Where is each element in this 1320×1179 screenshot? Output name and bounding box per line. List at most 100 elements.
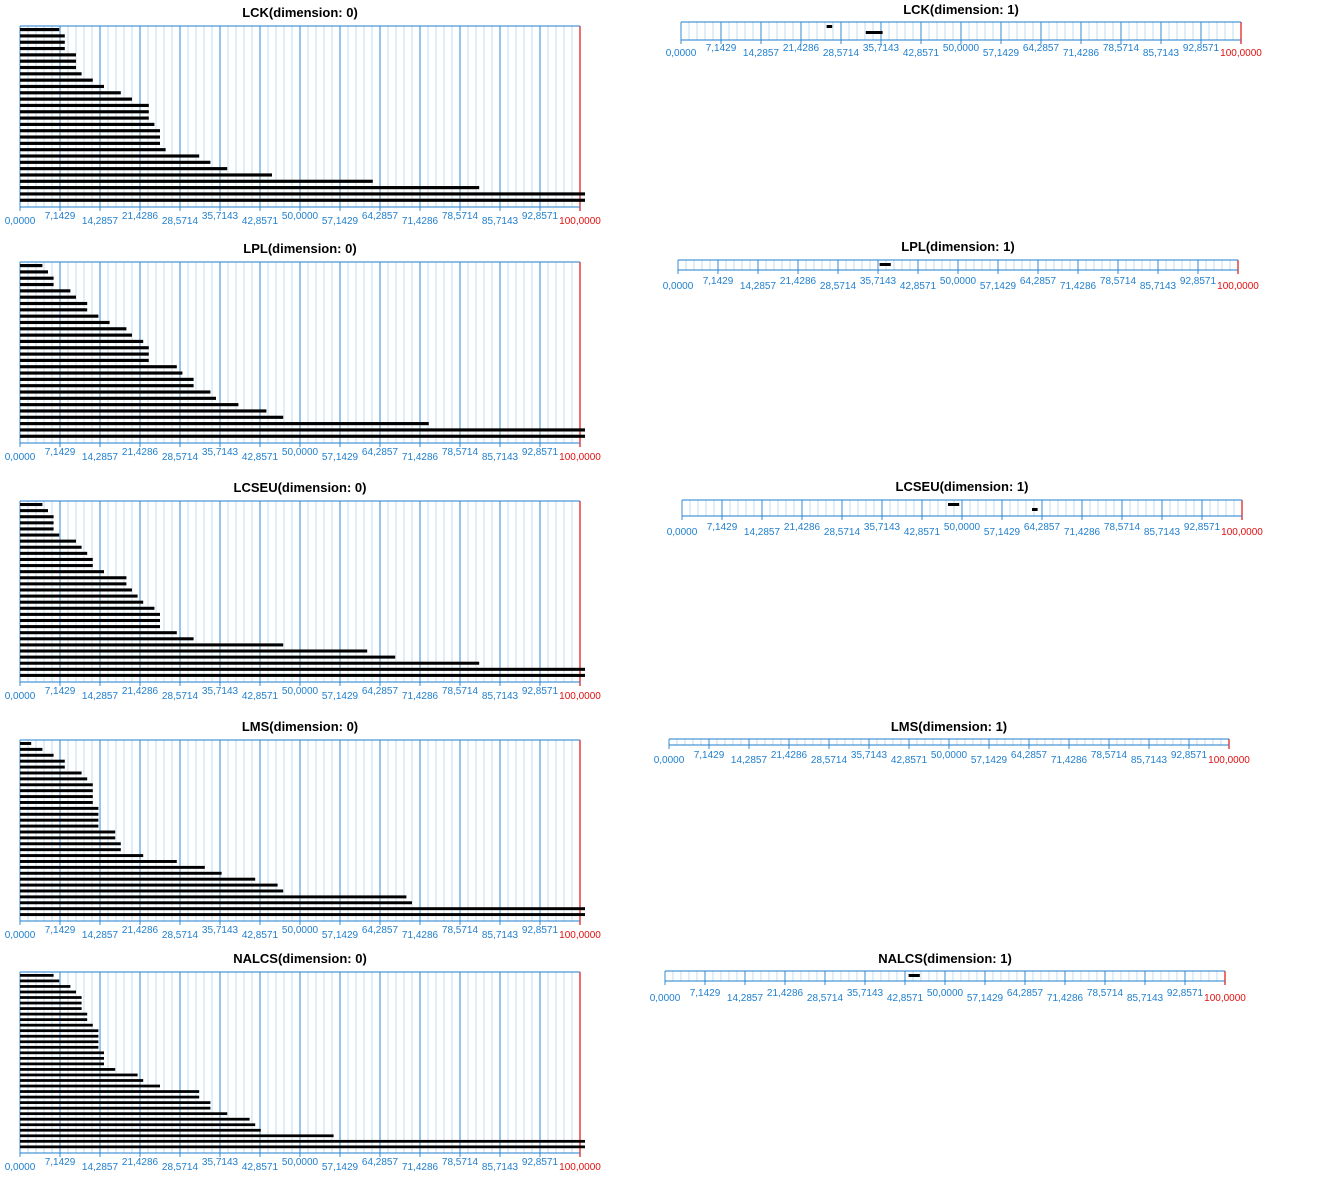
chart-4-tick-label: 78,5714	[442, 686, 479, 697]
chart-1-tick-label: 92,8571	[1183, 43, 1220, 54]
bar	[20, 264, 43, 268]
chart-1-tick-label: 85,7143	[1143, 48, 1180, 59]
bar	[20, 996, 82, 999]
chart-4-tick-label: 85,7143	[482, 691, 519, 702]
chart-6-tick-label: 7,1429	[45, 925, 76, 936]
chart-3-tick-label: 71,4286	[1060, 281, 1097, 292]
chart-5-tick-label: 42,8571	[904, 527, 941, 538]
bar	[20, 409, 267, 413]
chart-2-tick-label: 0,0000	[5, 452, 36, 463]
bar	[20, 789, 93, 793]
bar	[20, 594, 138, 598]
chart-3-tick-label: 85,7143	[1140, 281, 1177, 292]
interval-bar	[879, 263, 891, 266]
bar	[20, 527, 54, 531]
chart-7-tick-label: 7,1429	[694, 750, 725, 761]
bar	[20, 428, 585, 432]
bar	[20, 783, 93, 787]
chart-title: LPL(dimension: 0)	[243, 241, 356, 256]
chart-5-tick-label: 35,7143	[864, 522, 901, 533]
bar	[20, 1112, 228, 1116]
bar	[20, 91, 121, 95]
chart-4-tick-label: 64,2857	[362, 686, 399, 697]
bar	[20, 301, 88, 306]
bar	[20, 1139, 585, 1143]
bar	[20, 333, 132, 337]
chart-6-tick-label: 92,8571	[522, 925, 559, 936]
chart-0-tick-label: 78,5714	[442, 211, 479, 222]
bar	[20, 1068, 116, 1071]
chart-2-tick-label: 50,0000	[282, 447, 319, 458]
bar	[20, 1012, 88, 1016]
bar	[20, 295, 76, 299]
bar	[20, 985, 71, 988]
chart-0-tick-label: 92,8571	[522, 211, 559, 222]
bar	[20, 122, 155, 126]
chart-6-tick-label: 71,4286	[402, 930, 439, 941]
chart-4-tick-label: 21,4286	[122, 686, 159, 697]
chart-6-tick-label: 50,0000	[282, 925, 319, 936]
chart-8-tick-label: 14,2857	[82, 1162, 119, 1173]
chart-9-tick-label: 21,4286	[767, 988, 804, 999]
bar	[20, 777, 88, 781]
chart-title: NALCS(dimension: 0)	[233, 951, 367, 966]
chart-2-tick-label: 42,8571	[242, 452, 279, 463]
chart-9-tick-label: 50,0000	[927, 988, 964, 999]
dimension-0-chart: NALCS(dimension: 0) 0,0000 7,1429 14,2857 21…	[5, 951, 602, 1173]
chart-9-tick-label: 71,4286	[1047, 993, 1084, 1004]
chart-3-tick-label: 0,0000	[663, 281, 694, 292]
chart-1-tick-label: 100,0000	[1220, 48, 1262, 59]
chart-0-tick-label: 28,5714	[162, 216, 199, 227]
interval-bar	[908, 974, 920, 977]
chart-8-tick-label: 57,1429	[322, 1162, 359, 1173]
chart-3-tick-label: 100,0000	[1217, 281, 1259, 292]
chart-3-tick-label: 35,7143	[860, 276, 897, 287]
dimension-1-chart: LMS(dimension: 1) 0,0000 7,1429 14,2857 21,4…	[654, 719, 1251, 766]
chart-9-tick-label: 57,1429	[967, 993, 1004, 1004]
bar	[20, 116, 149, 120]
chart-6-tick-label: 0,0000	[5, 930, 36, 941]
bar	[20, 179, 373, 183]
bar	[20, 830, 116, 834]
chart-6-tick-label: 21,4286	[122, 925, 159, 936]
bar	[20, 753, 54, 757]
chart-title: LCSEU(dimension: 1)	[896, 479, 1029, 494]
bar	[20, 1106, 211, 1110]
bar	[20, 1045, 99, 1049]
chart-3-tick-label: 42,8571	[900, 281, 937, 292]
bar	[20, 625, 160, 629]
bar	[20, 801, 93, 804]
chart-1-tick-label: 21,4286	[783, 43, 820, 54]
chart-7-tick-label: 14,2857	[731, 755, 768, 766]
chart-5-tick-label: 57,1429	[984, 527, 1021, 538]
bar	[20, 135, 160, 139]
chart-7-tick-label: 57,1429	[971, 755, 1008, 766]
chart-5-tick-label: 92,8571	[1184, 522, 1221, 533]
chart-2-tick-label: 14,2857	[82, 452, 119, 463]
bar	[20, 1062, 104, 1066]
bar	[20, 167, 228, 171]
chart-0-tick-label: 57,1429	[322, 216, 359, 227]
bar	[20, 631, 177, 635]
chart-5-tick-label: 14,2857	[744, 527, 781, 538]
chart-8-tick-label: 7,1429	[45, 1157, 76, 1168]
chart-2-tick-label: 7,1429	[45, 447, 76, 458]
chart-7-tick-label: 21,4286	[771, 750, 808, 761]
bar	[20, 53, 76, 57]
chart-9-tick-label: 92,8571	[1167, 988, 1204, 999]
chart-0-tick-label: 85,7143	[482, 216, 519, 227]
chart-9-tick-label: 14,2857	[727, 993, 764, 1004]
dimension-1-chart: NALCS(dimension: 1) 0,0000 7,1429 14,2857 21…	[650, 951, 1247, 1004]
bar	[20, 521, 54, 525]
bar	[20, 1084, 160, 1088]
bar	[20, 649, 368, 653]
bar	[20, 545, 82, 549]
chart-4-tick-label: 14,2857	[82, 691, 119, 702]
bar	[20, 1145, 585, 1149]
bar	[20, 314, 99, 318]
chart-8-tick-label: 78,5714	[442, 1157, 479, 1168]
chart-2-tick-label: 21,4286	[122, 447, 159, 458]
bar	[20, 848, 121, 852]
chart-3-tick-label: 14,2857	[740, 281, 777, 292]
